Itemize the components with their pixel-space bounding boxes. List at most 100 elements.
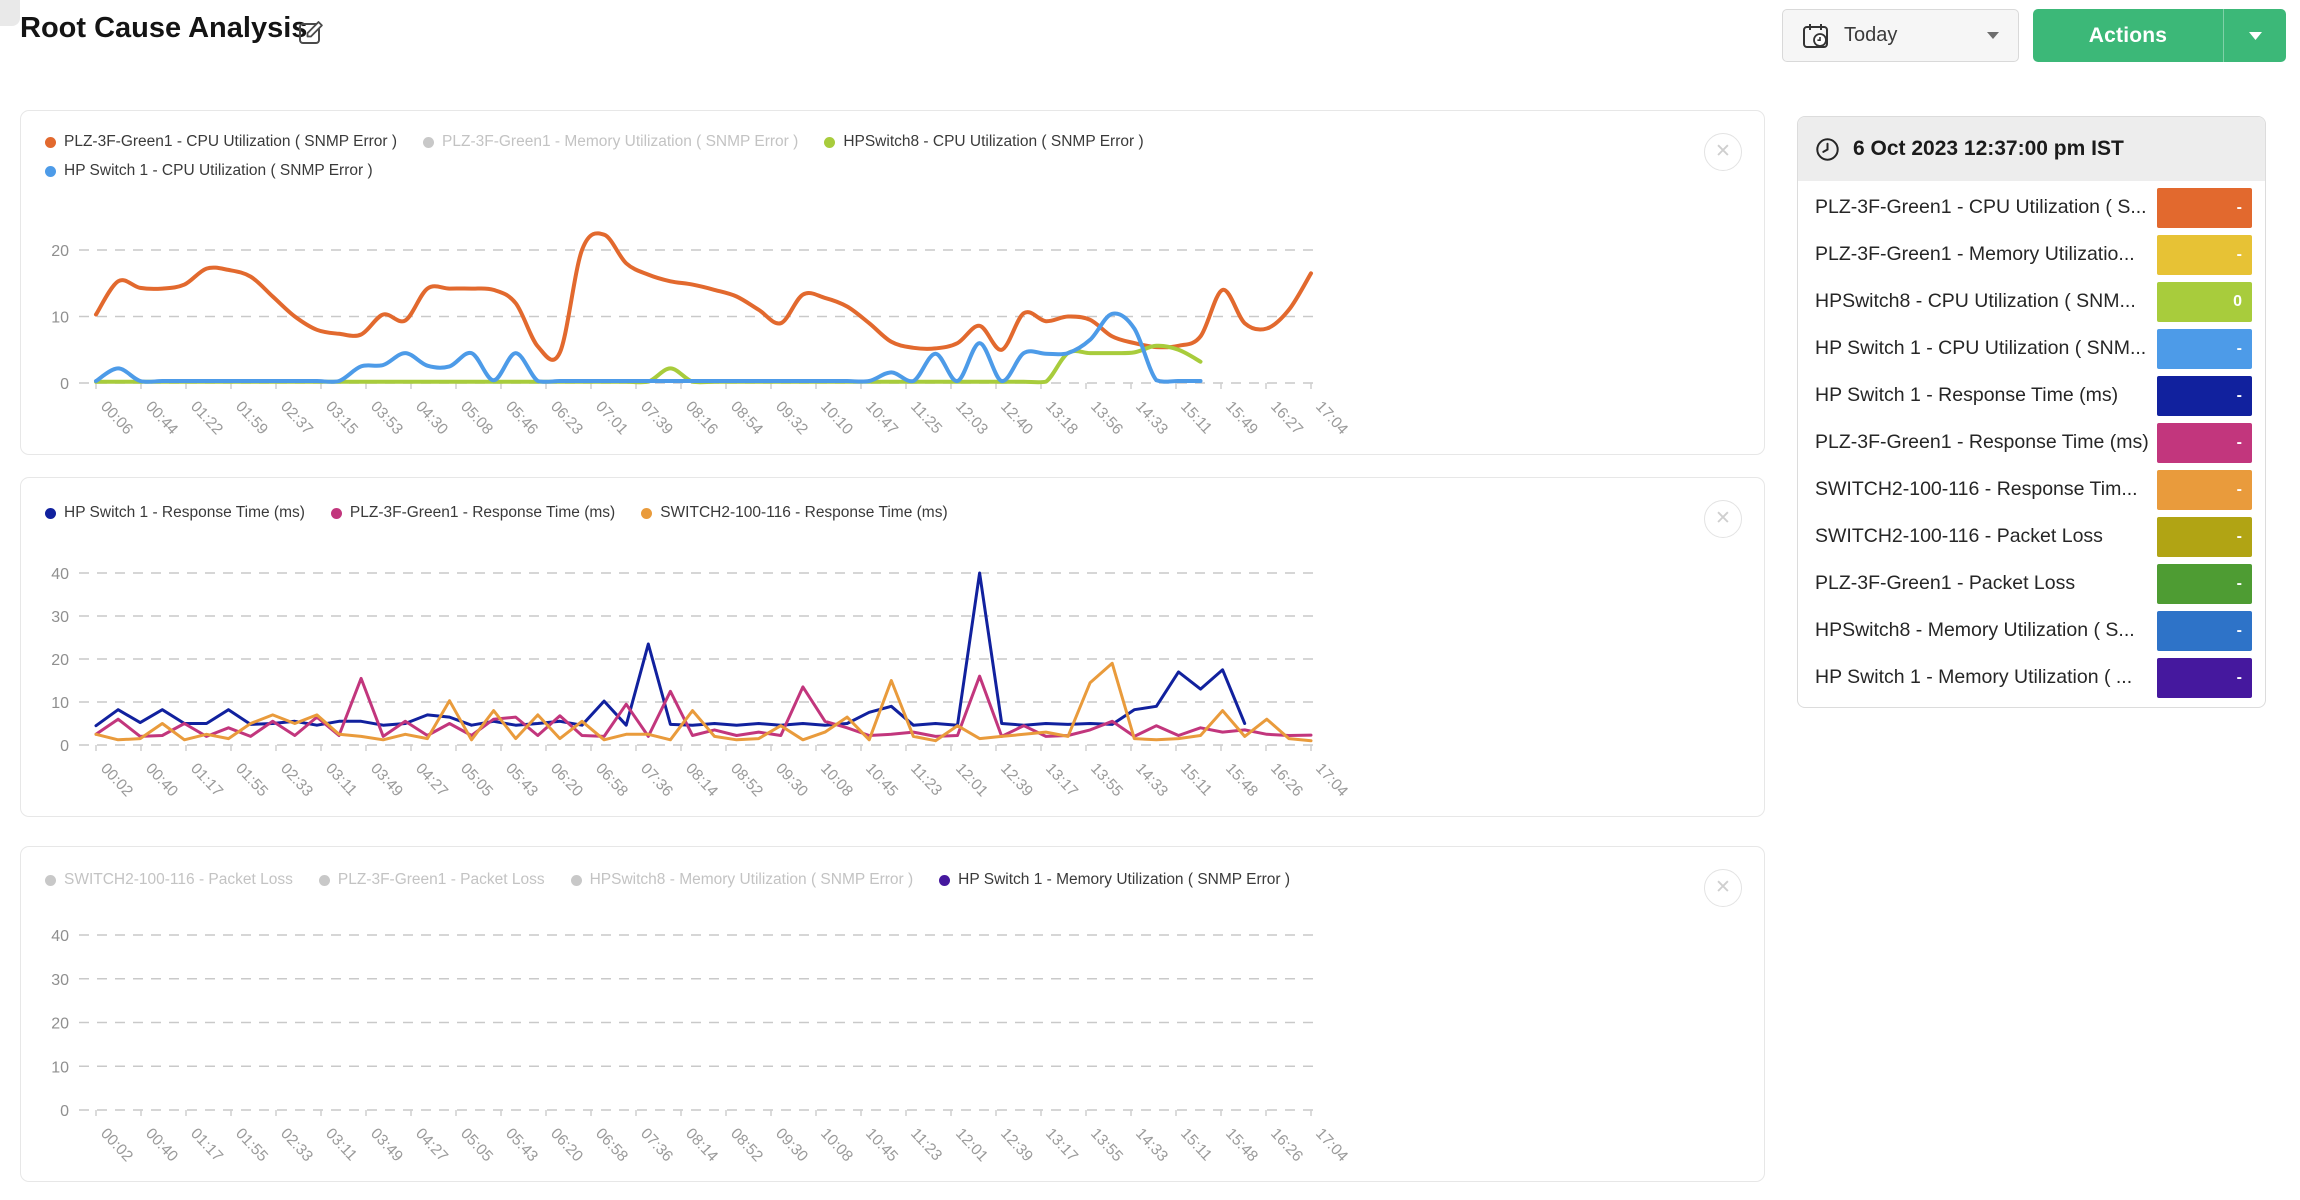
svg-text:0: 0: [60, 1103, 69, 1120]
svg-text:00:02: 00:02: [97, 760, 136, 800]
svg-text:10:08: 10:08: [817, 760, 856, 800]
svg-text:20: 20: [51, 243, 69, 260]
svg-text:00:44: 00:44: [142, 398, 181, 438]
panel-series-label: HP Switch 1 - Memory Utilization ( ...: [1815, 666, 2133, 688]
panel-series-label: PLZ-3F-Green1 - Memory Utilizatio...: [1815, 243, 2135, 265]
svg-text:0: 0: [60, 738, 69, 755]
time-range-label: Today: [1844, 24, 1898, 46]
svg-text:40: 40: [51, 566, 69, 583]
panel-series-row[interactable]: HP Switch 1 - Response Time (ms) -: [1798, 372, 2265, 419]
svg-text:10:10: 10:10: [817, 398, 856, 438]
legend-item[interactable]: HPSwitch8 - CPU Utilization ( SNMP Error…: [824, 133, 1144, 151]
legend-label: PLZ-3F-Green1 - Response Time (ms): [349, 504, 616, 521]
svg-text:03:11: 03:11: [322, 1125, 360, 1164]
legend-item[interactable]: HPSwitch8 - Memory Utilization ( SNMP Er…: [570, 871, 914, 889]
legend-label: HPSwitch8 - Memory Utilization ( SNMP Er…: [589, 871, 914, 888]
svg-text:05:43: 05:43: [502, 1125, 541, 1165]
legend-item[interactable]: PLZ-3F-Green1 - CPU Utilization ( SNMP E…: [45, 133, 397, 151]
panel-series-row[interactable]: PLZ-3F-Green1 - Memory Utilizatio... -: [1798, 231, 2265, 278]
legend-label: HP Switch 1 - Memory Utilization ( SNMP …: [958, 871, 1291, 888]
panel-series-row[interactable]: PLZ-3F-Green1 - CPU Utilization ( S... -: [1798, 184, 2265, 231]
panel-series-row[interactable]: SWITCH2-100-116 - Packet Loss -: [1798, 513, 2265, 560]
legend-item[interactable]: PLZ-3F-Green1 - Memory Utilization ( SNM…: [423, 133, 798, 151]
panel-series-row[interactable]: PLZ-3F-Green1 - Response Time (ms) -: [1798, 419, 2265, 466]
svg-text:13:18: 13:18: [1042, 398, 1081, 438]
chart-legend: SWITCH2-100-116 - Packet Loss PLZ-3F-Gree…: [45, 871, 1425, 889]
svg-text:06:58: 06:58: [592, 1125, 631, 1165]
legend-label: HPSwitch8 - CPU Utilization ( SNMP Error…: [843, 133, 1144, 150]
chart-card-packet-loss-memory: SWITCH2-100-116 - Packet Loss PLZ-3F-Gree…: [20, 846, 1765, 1182]
panel-timestamp-header: 6 Oct 2023 12:37:00 pm IST: [1798, 117, 2265, 181]
panel-series-label: SWITCH2-100-116 - Response Tim...: [1815, 478, 2138, 500]
svg-text:08:52: 08:52: [727, 760, 766, 800]
svg-text:20: 20: [51, 1016, 69, 1033]
edit-title-button[interactable]: [296, 17, 326, 47]
svg-text:15:48: 15:48: [1222, 1125, 1261, 1165]
chart-legend: HP Switch 1 - Response Time (ms) PLZ-3F-G…: [45, 504, 1425, 522]
legend-label: PLZ-3F-Green1 - Packet Loss: [337, 871, 545, 888]
svg-text:09:32: 09:32: [772, 398, 811, 438]
panel-series-row[interactable]: HPSwitch8 - Memory Utilization ( S... -: [1798, 607, 2265, 654]
panel-series-label: SWITCH2-100-116 - Packet Loss: [1815, 525, 2103, 547]
panel-series-row[interactable]: HPSwitch8 - CPU Utilization ( SNM... 0: [1798, 278, 2265, 325]
svg-text:00:02: 00:02: [97, 1125, 136, 1165]
legend-item[interactable]: PLZ-3F-Green1 - Response Time (ms): [330, 504, 616, 522]
legend-item[interactable]: HP Switch 1 - Memory Utilization ( SNMP …: [939, 871, 1290, 889]
panel-series-row[interactable]: SWITCH2-100-116 - Response Tim... -: [1798, 466, 2265, 513]
chart-close-button[interactable]: ✕: [1704, 869, 1742, 907]
svg-text:15:49: 15:49: [1222, 398, 1261, 438]
svg-text:08:14: 08:14: [682, 1125, 721, 1165]
page-corner-artifact: [0, 0, 20, 26]
series-value-badge: -: [2157, 657, 2252, 698]
svg-text:03:49: 03:49: [367, 1125, 406, 1165]
svg-text:13:55: 13:55: [1087, 760, 1126, 800]
svg-text:11:23: 11:23: [907, 1125, 945, 1164]
legend-item[interactable]: SWITCH2-100-116 - Packet Loss: [45, 871, 293, 889]
legend-item[interactable]: SWITCH2-100-116 - Response Time (ms): [641, 504, 948, 522]
svg-text:17:04: 17:04: [1312, 760, 1351, 800]
chart-close-button[interactable]: ✕: [1704, 133, 1742, 171]
svg-text:08:52: 08:52: [727, 1125, 766, 1165]
actions-button-label[interactable]: Actions: [2088, 23, 2168, 47]
svg-text:16:26: 16:26: [1267, 1125, 1306, 1165]
svg-text:02:33: 02:33: [277, 760, 316, 800]
legend-item[interactable]: HP Switch 1 - CPU Utilization ( SNMP Err…: [45, 162, 373, 180]
svg-text:03:49: 03:49: [367, 760, 406, 800]
time-range-button[interactable]: Today: [1782, 9, 2019, 62]
panel-series-label: PLZ-3F-Green1 - Response Time (ms): [1815, 431, 2149, 453]
series-value-badge: -: [2157, 563, 2252, 604]
series-value-badge: -: [2157, 234, 2252, 275]
svg-text:07:01: 07:01: [592, 398, 631, 438]
legend-label: HP Switch 1 - Response Time (ms): [64, 504, 305, 521]
panel-series-row[interactable]: HP Switch 1 - CPU Utilization ( SNM... -: [1798, 325, 2265, 372]
actions-dropdown-toggle[interactable]: [2223, 9, 2286, 62]
legend-label: SWITCH2-100-116 - Packet Loss: [64, 871, 293, 888]
svg-text:10:08: 10:08: [817, 1125, 856, 1165]
page-title: Root Cause Analysis: [20, 12, 308, 44]
svg-text:09:30: 09:30: [772, 760, 811, 800]
svg-text:05:05: 05:05: [457, 1125, 496, 1165]
legend-dot-icon: [824, 136, 836, 148]
svg-text:13:17: 13:17: [1042, 1125, 1081, 1165]
svg-text:01:22: 01:22: [187, 398, 226, 438]
chart-card-response-time: HP Switch 1 - Response Time (ms) PLZ-3F-G…: [20, 477, 1765, 817]
actions-button[interactable]: Actions: [2033, 9, 2286, 62]
panel-timestamp: 6 Oct 2023 12:37:00 pm IST: [1853, 137, 2124, 160]
close-icon: ✕: [1715, 141, 1731, 162]
legend-label: PLZ-3F-Green1 - Memory Utilization ( SNM…: [442, 133, 799, 150]
svg-text:06:23: 06:23: [547, 398, 586, 438]
svg-text:12:39: 12:39: [997, 760, 1036, 800]
svg-text:02:33: 02:33: [277, 1125, 316, 1165]
panel-series-row[interactable]: PLZ-3F-Green1 - Packet Loss -: [1798, 560, 2265, 607]
svg-text:05:05: 05:05: [457, 760, 496, 800]
series-value-badge: -: [2157, 610, 2252, 651]
svg-text:01:55: 01:55: [232, 1125, 271, 1165]
chart-close-button[interactable]: ✕: [1704, 500, 1742, 538]
legend-item[interactable]: HP Switch 1 - Response Time (ms): [45, 504, 305, 522]
legend-label: SWITCH2-100-116 - Response Time (ms): [660, 504, 948, 521]
svg-text:03:15: 03:15: [322, 398, 361, 438]
panel-series-row[interactable]: HP Switch 1 - Memory Utilization ( ... -: [1798, 654, 2265, 701]
svg-text:17:04: 17:04: [1312, 398, 1351, 438]
legend-item[interactable]: PLZ-3F-Green1 - Packet Loss: [318, 871, 545, 889]
